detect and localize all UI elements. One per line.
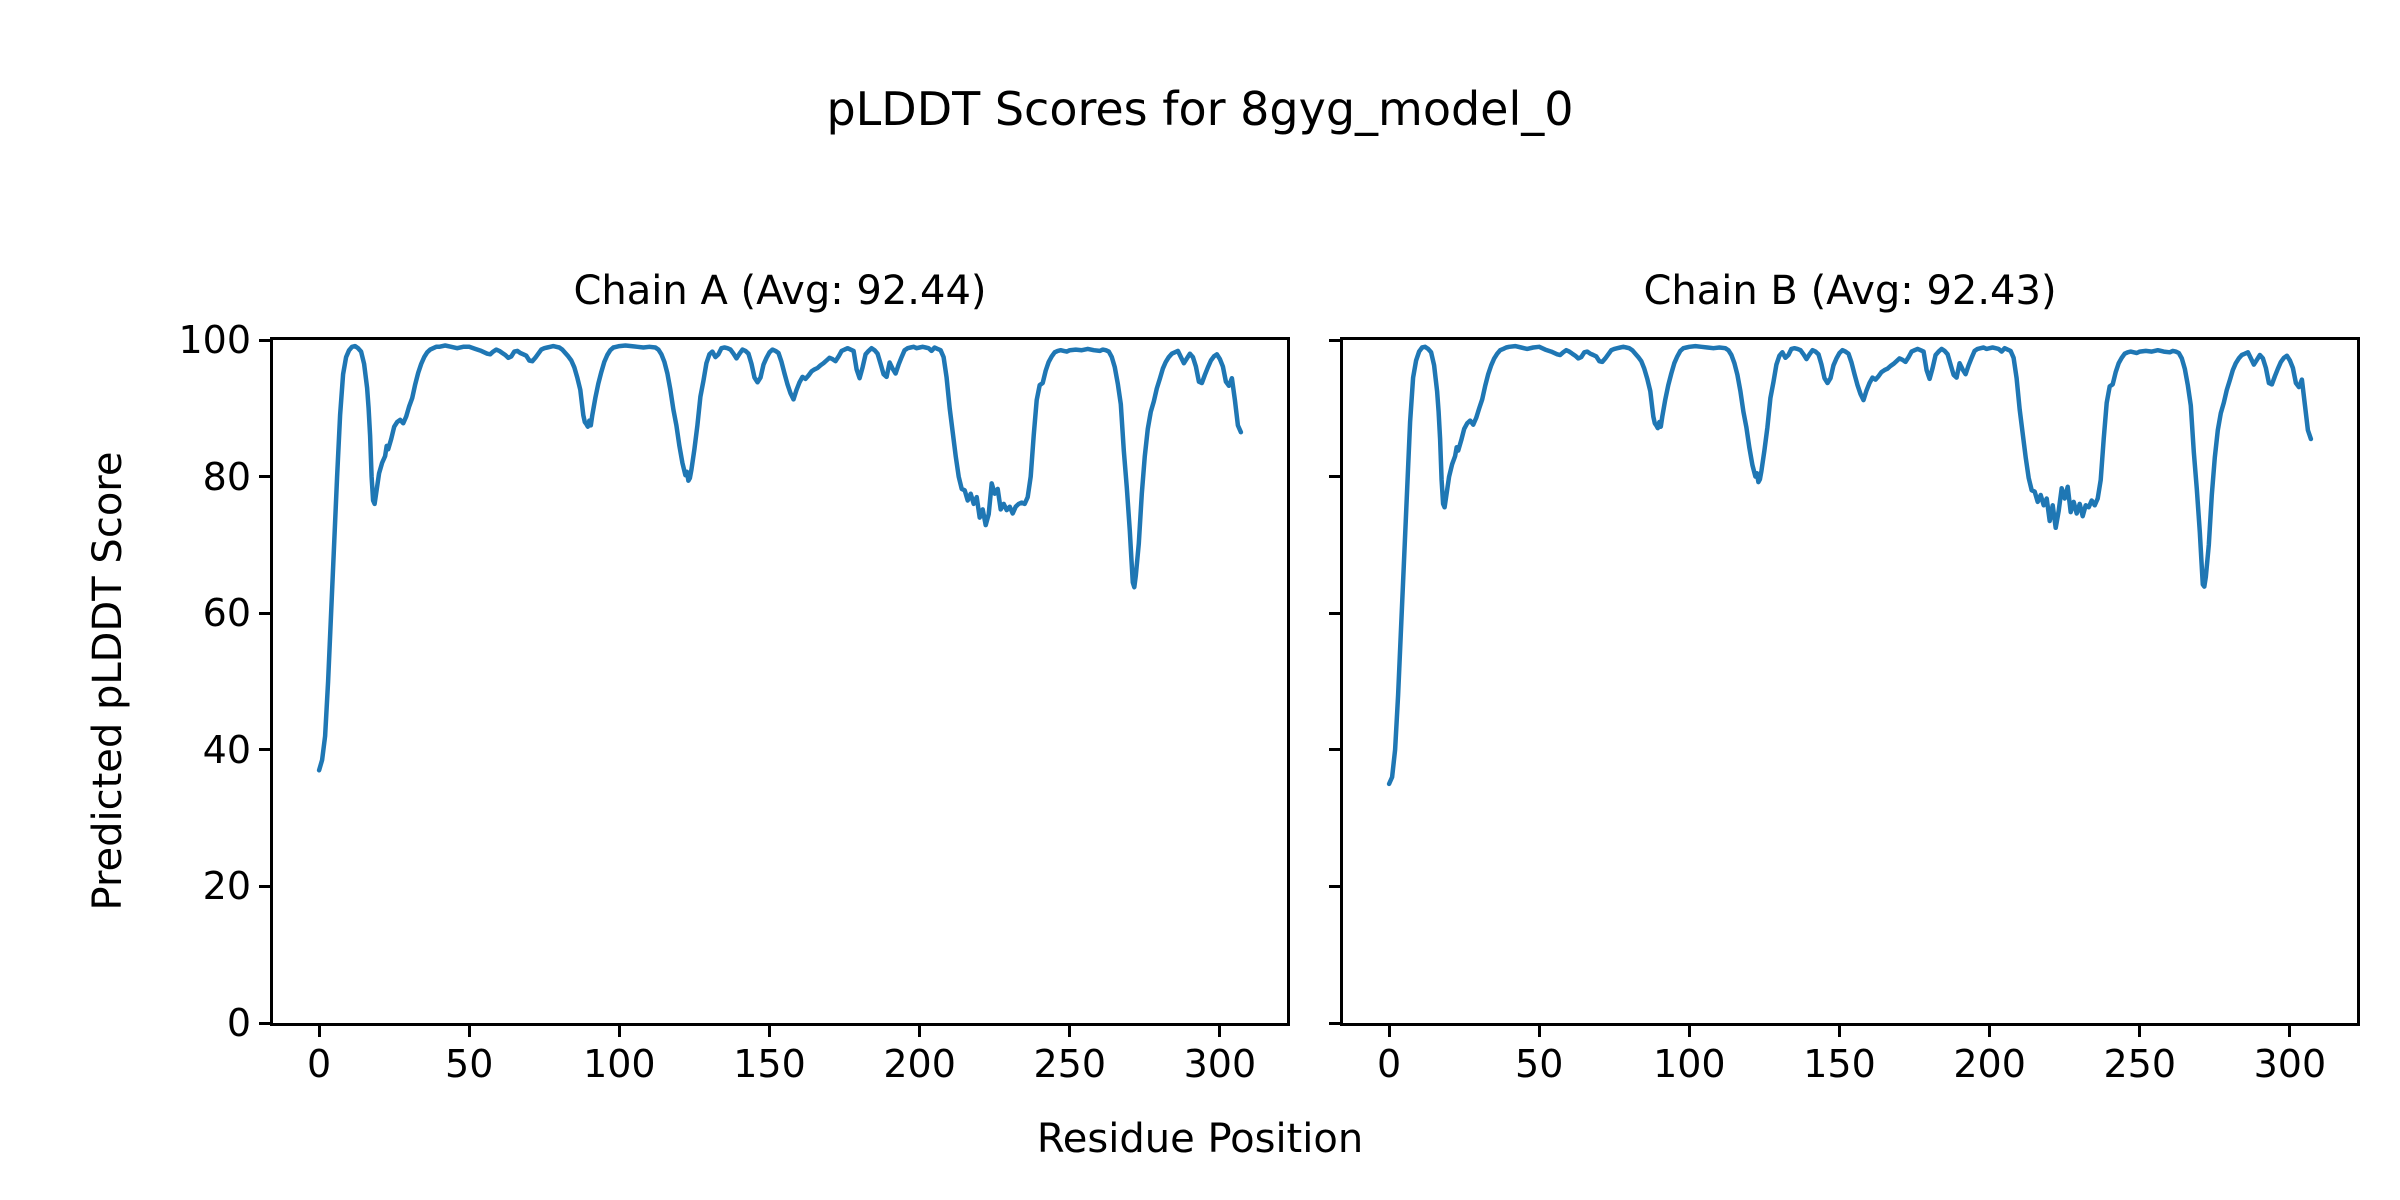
plddt-line-chain-b [1386, 343, 2314, 787]
x-tick-mark [617, 1026, 621, 1037]
y-tick-mark [1329, 338, 1340, 342]
y-tick-mark [259, 748, 270, 752]
x-tick-mark [317, 1026, 321, 1037]
x-tick-mark [767, 1026, 771, 1037]
y-tick-mark [259, 475, 270, 479]
y-tick-label: 20 [202, 864, 251, 909]
x-tick-label: 150 [1803, 1042, 1876, 1086]
y-tick-mark [259, 884, 270, 888]
y-tick-mark [1329, 611, 1340, 615]
x-tick-mark [467, 1026, 471, 1037]
x-tick-label: 250 [2103, 1042, 2177, 1086]
y-tick-mark [1329, 475, 1340, 479]
x-tick-label: 300 [2253, 1042, 2327, 1086]
x-tick-label: 250 [1033, 1042, 1107, 1086]
figure-title: pLDDT Scores for 8gyg_model_0 [826, 82, 1574, 136]
x-axis-label: Residue Position [1036, 1116, 1364, 1162]
plot-canvas-chain-b [1386, 343, 2314, 787]
y-axis-label: Predicted pLDDT Score [85, 451, 131, 911]
x-tick-label: 100 [583, 1042, 656, 1086]
y-tick-mark [259, 611, 270, 615]
x-tick-mark [2288, 1026, 2292, 1037]
x-tick-mark [1837, 1026, 1841, 1037]
x-tick-label: 100 [1653, 1042, 1726, 1086]
x-tick-mark [1537, 1026, 1541, 1037]
x-tick-label: 150 [733, 1042, 806, 1086]
x-tick-mark [1988, 1026, 1992, 1037]
x-tick-label: 50 [1515, 1042, 1564, 1086]
plot-canvas-chain-a [316, 343, 1244, 773]
y-tick-mark [1329, 1021, 1340, 1025]
y-tick-mark [259, 1021, 270, 1025]
y-tick-mark [1329, 748, 1340, 752]
y-tick-label: 80 [202, 454, 251, 499]
x-tick-label: 200 [883, 1042, 956, 1086]
x-tick-label: 0 [306, 1042, 332, 1086]
axes-chain-a [270, 337, 1290, 1026]
x-tick-label: 200 [1953, 1042, 2026, 1086]
y-tick-mark [1329, 884, 1340, 888]
y-tick-label: 60 [202, 591, 251, 636]
subplot-title-chain-a: Chain A (Avg: 92.44) [573, 268, 987, 314]
x-tick-label: 300 [1183, 1042, 1257, 1086]
x-tick-mark [1687, 1026, 1691, 1037]
y-tick-label: 0 [226, 1001, 251, 1045]
plddt-line-chain-a [316, 343, 1244, 773]
x-tick-mark [918, 1026, 922, 1037]
x-tick-mark [1068, 1026, 1072, 1037]
y-tick-label: 40 [202, 727, 251, 772]
x-tick-label: 0 [1376, 1042, 1402, 1086]
x-tick-mark [2138, 1026, 2142, 1037]
x-tick-mark [1218, 1026, 1222, 1037]
x-tick-mark [1387, 1026, 1391, 1037]
y-tick-mark [259, 338, 270, 342]
x-tick-label: 50 [445, 1042, 494, 1086]
y-tick-label: 100 [178, 318, 251, 362]
axes-chain-b [1340, 337, 2360, 1026]
subplot-title-chain-b: Chain B (Avg: 92.43) [1643, 268, 2057, 314]
